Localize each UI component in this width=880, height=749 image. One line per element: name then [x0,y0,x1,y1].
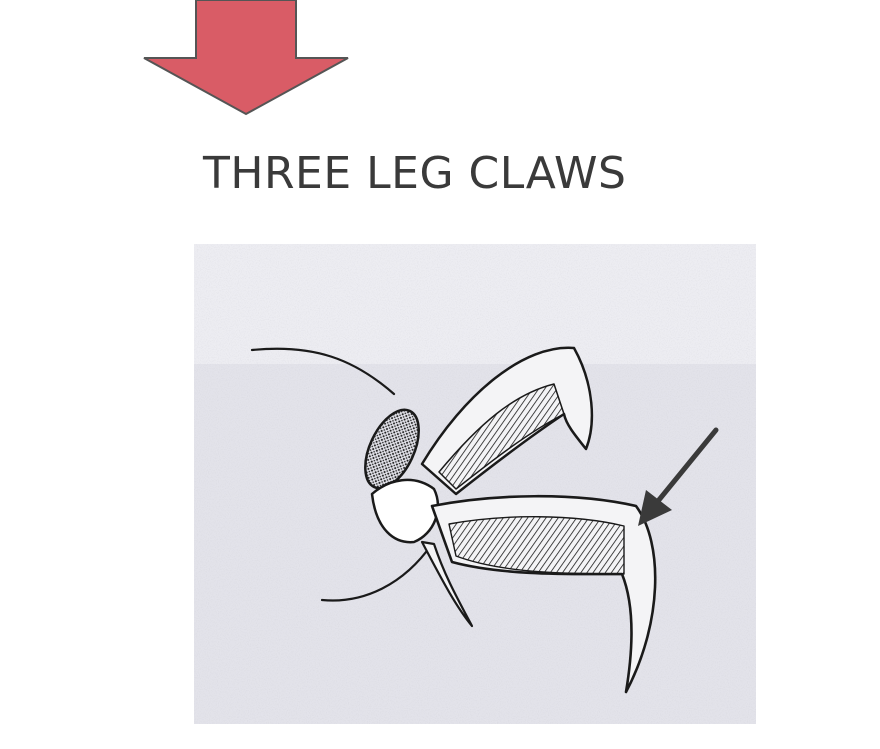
pointer-arrow-icon [638,427,719,526]
down-arrow-shape [143,0,349,116]
down-arrow-icon [143,0,349,116]
small-claw [420,540,474,628]
tarsus-base [370,478,440,544]
claw-drawing [250,346,657,694]
figure-title: THREE LEG CLAWS [203,148,627,199]
empodium-pad [364,408,420,490]
scan-grain [194,244,756,724]
upper-claw-comb [438,383,565,490]
lower-seta [320,542,434,602]
lower-claw-comb [448,516,625,575]
upper-seta [250,347,396,396]
claw-illustration [194,244,756,724]
